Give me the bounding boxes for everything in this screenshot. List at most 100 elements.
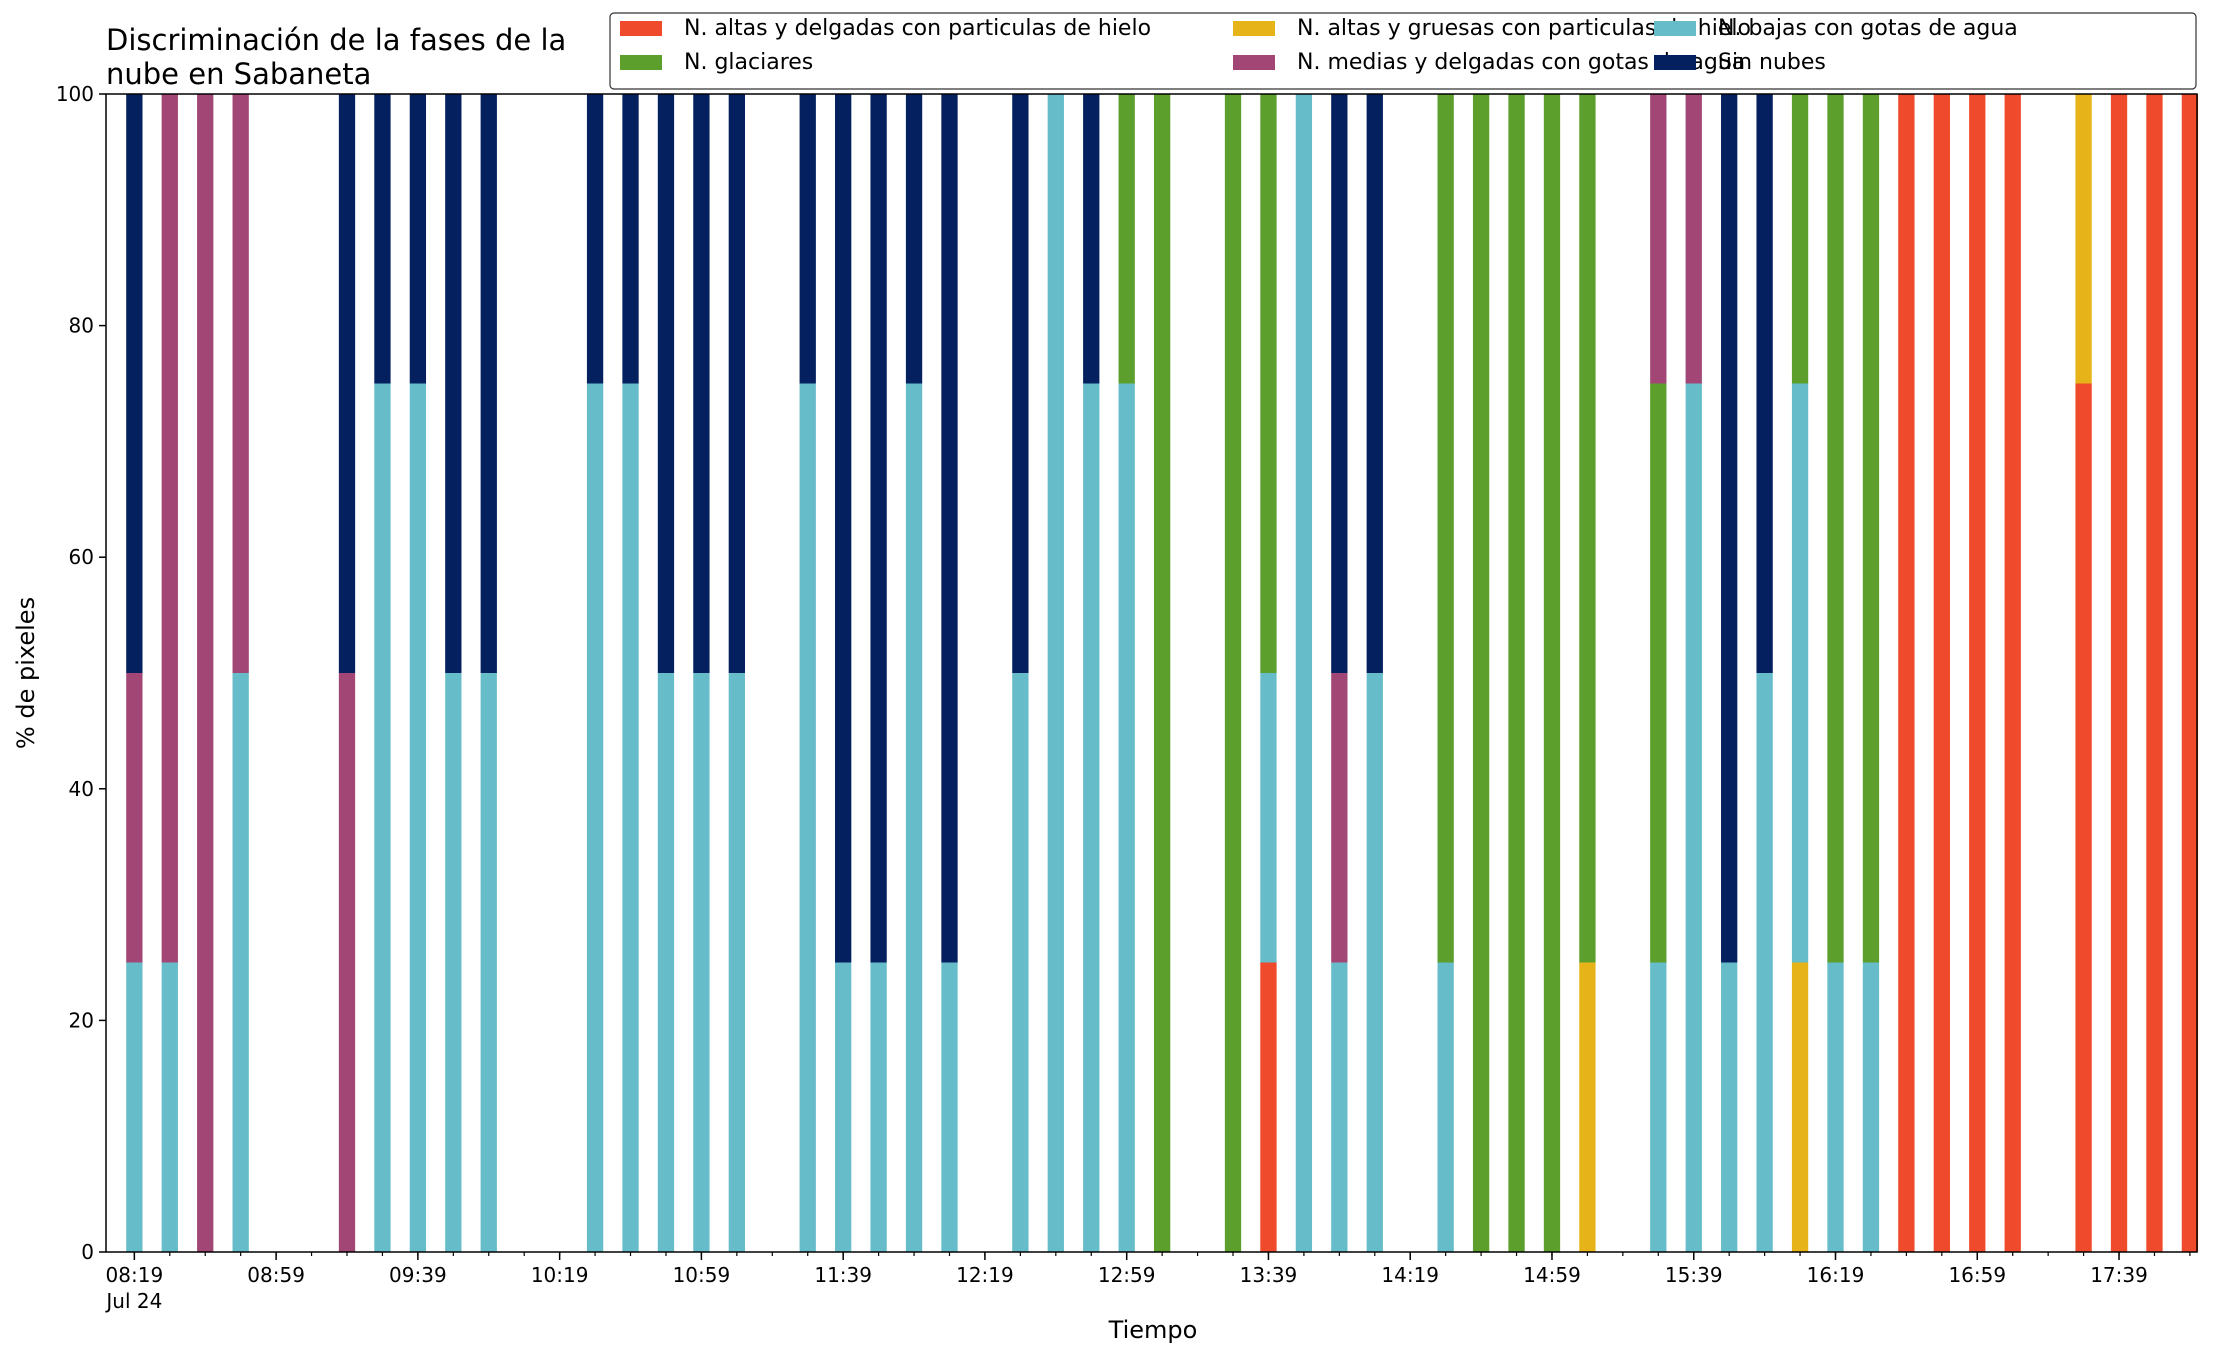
bar-segment-bajas_agua-21 xyxy=(1083,383,1100,1252)
legend-swatch-glaciares xyxy=(620,55,662,70)
bar-segment-sin_nubes-4 xyxy=(338,94,356,673)
bar-segment-sin_nubes-11 xyxy=(657,94,675,673)
bar-segment-bajas_agua-6 xyxy=(409,383,427,1252)
bar-segment-glaciares-39 xyxy=(1827,94,1844,963)
bar-segment-glaciares-40 xyxy=(1862,94,1880,963)
bar-segment-hielo_gruesas-45 xyxy=(2075,94,2092,384)
bar-segment-sin_nubes-6 xyxy=(409,94,427,384)
x-tick-label-3: 10:19 xyxy=(531,1263,589,1287)
bar-segment-sin_nubes-37 xyxy=(1756,94,1773,673)
bar-segment-medias_agua-0 xyxy=(126,673,143,963)
bar-segment-sin_nubes-10 xyxy=(622,94,639,384)
bar-segment-glaciares-29 xyxy=(1437,94,1454,963)
bar-segment-sin_nubes-28 xyxy=(1366,94,1383,673)
x-tick-label-5: 11:39 xyxy=(814,1263,872,1287)
bars xyxy=(126,94,2199,1252)
legend-label-bajas_agua: N. bajas con gotas de agua xyxy=(1718,16,2018,41)
bar-segment-hielo_delgadas-45 xyxy=(2075,383,2092,1252)
bar-segment-bajas_agua-3 xyxy=(232,673,249,1252)
bar-segment-glaciares-38 xyxy=(1791,94,1809,384)
bar-segment-glaciares-32 xyxy=(1543,94,1561,1252)
bar-segment-hielo_gruesas-38 xyxy=(1791,962,1809,1252)
bar-segment-sin_nubes-8 xyxy=(480,94,497,673)
bar-segment-glaciares-31 xyxy=(1508,94,1525,1252)
x-tick-label-10: 14:59 xyxy=(1523,1263,1581,1287)
y-tick-label-1: 20 xyxy=(69,1008,94,1032)
bar-segment-glaciares-22 xyxy=(1118,94,1135,384)
bar-segment-bajas_agua-40 xyxy=(1862,962,1880,1252)
y-tick-label-0: 0 xyxy=(81,1240,94,1264)
bar-segment-bajas_agua-34 xyxy=(1650,962,1667,1252)
x-tick-label-7: 12:59 xyxy=(1098,1263,1156,1287)
bar-segment-medias_agua-34 xyxy=(1650,94,1667,384)
bar-segment-sin_nubes-9 xyxy=(586,94,604,384)
bar-segment-medias_agua-1 xyxy=(161,94,178,963)
bar-segment-sin_nubes-18 xyxy=(941,94,958,963)
bar-segment-medias_agua-27 xyxy=(1331,673,1348,963)
y-tick-label-4: 80 xyxy=(69,314,94,338)
bar-segment-sin_nubes-0 xyxy=(126,94,143,673)
bar-segment-medias_agua-35 xyxy=(1685,94,1702,384)
bar-segment-bajas_agua-9 xyxy=(586,383,604,1252)
legend-label-hielo_delgadas: N. altas y delgadas con particulas de hi… xyxy=(684,16,1151,41)
bar-segment-hielo_delgadas-25 xyxy=(1260,962,1277,1252)
bar-segment-sin_nubes-14 xyxy=(799,94,816,384)
bar-segment-sin_nubes-13 xyxy=(728,94,745,673)
legend-swatch-sin_nubes xyxy=(1654,55,1696,70)
bar-segment-bajas_agua-8 xyxy=(480,673,497,1252)
y-tick-label-5: 100 xyxy=(56,82,94,106)
bar-segment-bajas_agua-26 xyxy=(1295,94,1313,1252)
bar-segment-bajas_agua-25 xyxy=(1260,673,1277,963)
legend: N. altas y delgadas con particulas de hi… xyxy=(609,12,2197,90)
bar-segment-bajas_agua-37 xyxy=(1756,673,1773,1252)
bar-segment-hielo_delgadas-46 xyxy=(2110,94,2128,1252)
x-tick-label-0: 08:19 xyxy=(106,1263,164,1287)
bar-segment-bajas_agua-36 xyxy=(1721,962,1738,1252)
bar-segment-sin_nubes-36 xyxy=(1721,94,1738,963)
bar-segment-hielo_delgadas-47 xyxy=(2146,94,2163,1252)
chart-title: Discriminación de la fases de la nube en… xyxy=(106,23,566,91)
x-tick-label-9: 14:19 xyxy=(1381,1263,1439,1287)
bar-segment-sin_nubes-12 xyxy=(693,94,710,673)
chart-title-line-1: Discriminación de la fases de la xyxy=(106,23,566,57)
bar-segment-bajas_agua-1 xyxy=(161,962,178,1252)
bar-segment-bajas_agua-16 xyxy=(870,962,887,1252)
bar-segment-hielo_delgadas-42 xyxy=(1933,94,1950,1252)
bar-segment-bajas_agua-19 xyxy=(1012,673,1029,1252)
x-tick-label-1: 08:59 xyxy=(247,1263,305,1287)
bar-segment-bajas_agua-7 xyxy=(445,673,462,1252)
y-tick-label-2: 40 xyxy=(69,777,94,801)
legend-label-glaciares: N. glaciares xyxy=(684,50,813,75)
bar-segment-sin_nubes-17 xyxy=(905,94,923,384)
bar-segment-glaciares-33 xyxy=(1579,94,1596,963)
bar-segment-bajas_agua-28 xyxy=(1366,673,1383,1252)
bar-segment-bajas_agua-13 xyxy=(728,673,745,1252)
bar-segment-glaciares-24 xyxy=(1224,94,1242,1252)
x-tick-label-8: 13:39 xyxy=(1240,1263,1298,1287)
bar-segment-sin_nubes-15 xyxy=(835,94,852,963)
bar-segment-sin_nubes-27 xyxy=(1331,94,1348,673)
x-tick-label-6: 12:19 xyxy=(956,1263,1014,1287)
x-tick-label-14: 17:39 xyxy=(2090,1263,2148,1287)
bar-segment-sin_nubes-7 xyxy=(445,94,462,673)
bar-segment-sin_nubes-5 xyxy=(374,94,391,384)
bar-segment-bajas_agua-17 xyxy=(905,383,923,1252)
bar-segment-bajas_agua-27 xyxy=(1331,962,1348,1252)
x-tick-label-13: 16:59 xyxy=(1948,1263,2006,1287)
bar-segment-bajas_agua-15 xyxy=(835,962,852,1252)
bar-segment-bajas_agua-29 xyxy=(1437,962,1454,1252)
bar-segment-hielo_gruesas-33 xyxy=(1579,962,1596,1252)
bar-segment-bajas_agua-22 xyxy=(1118,383,1135,1252)
bar-segment-glaciares-25 xyxy=(1260,94,1277,673)
x-tick-label-12: 16:19 xyxy=(1807,1263,1865,1287)
bar-segment-hielo_delgadas-41 xyxy=(1898,94,1915,1252)
legend-box xyxy=(609,12,2197,90)
x-axis-label: Tiempo xyxy=(1108,1316,1198,1344)
legend-swatch-bajas_agua xyxy=(1654,21,1696,36)
legend-swatch-medias_agua xyxy=(1233,55,1275,70)
bar-segment-bajas_agua-39 xyxy=(1827,962,1844,1252)
x-tick-label-2: 09:39 xyxy=(389,1263,447,1287)
axes: 0 20 40 60 80 100 08:19 08:59 09:39 10:19 10:59 11:… xyxy=(56,82,2198,1313)
